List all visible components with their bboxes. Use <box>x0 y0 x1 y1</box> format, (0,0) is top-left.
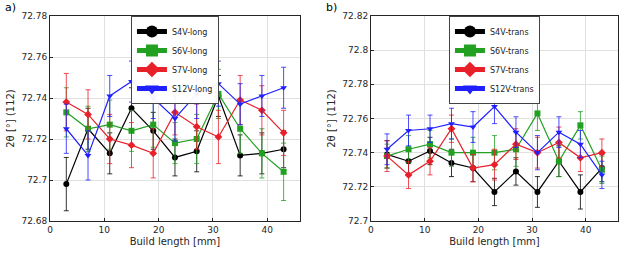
svg-text:40: 40 <box>262 225 274 235</box>
svg-text:30: 30 <box>526 225 538 235</box>
svg-text:30: 30 <box>207 225 219 235</box>
svg-text:S7V-trans: S7V-trans <box>490 66 529 75</box>
svg-text:72.74: 72.74 <box>342 148 368 158</box>
svg-text:0: 0 <box>368 225 374 235</box>
svg-text:72.76: 72.76 <box>342 114 368 124</box>
svg-text:72.68: 72.68 <box>21 216 47 226</box>
svg-text:Build length [mm]: Build length [mm] <box>449 236 540 247</box>
svg-text:20: 20 <box>153 225 165 235</box>
svg-text:2θ [°] (112): 2θ [°] (112) <box>326 89 337 148</box>
svg-text:72.72: 72.72 <box>342 182 368 192</box>
svg-text:0: 0 <box>47 225 53 235</box>
svg-text:b): b) <box>326 1 337 14</box>
svg-text:S4V-trans: S4V-trans <box>490 28 529 37</box>
svg-text:S12V-trans: S12V-trans <box>490 85 534 94</box>
svg-text:Build length [mm]: Build length [mm] <box>130 236 221 247</box>
svg-text:a): a) <box>5 1 16 14</box>
svg-text:2θ [°] (112): 2θ [°] (112) <box>5 89 16 148</box>
svg-text:40: 40 <box>580 225 592 235</box>
svg-text:S6V-trans: S6V-trans <box>490 47 529 56</box>
svg-text:S4V-long: S4V-long <box>172 28 207 37</box>
svg-text:10: 10 <box>419 225 431 235</box>
svg-text:10: 10 <box>99 225 111 235</box>
svg-text:72.7: 72.7 <box>27 175 47 185</box>
svg-text:S7V-long: S7V-long <box>172 66 207 75</box>
svg-text:72.78: 72.78 <box>342 79 368 89</box>
svg-text:S12V-long: S12V-long <box>172 85 212 94</box>
svg-text:72.7: 72.7 <box>348 216 368 226</box>
svg-text:72.76: 72.76 <box>21 52 47 62</box>
svg-text:72.82: 72.82 <box>342 11 368 21</box>
svg-text:72.78: 72.78 <box>21 11 47 21</box>
svg-text:72.74: 72.74 <box>21 93 47 103</box>
svg-text:S6V-long: S6V-long <box>172 47 207 56</box>
svg-text:72.8: 72.8 <box>348 45 368 55</box>
svg-text:20: 20 <box>473 225 485 235</box>
svg-text:72.72: 72.72 <box>21 134 47 144</box>
